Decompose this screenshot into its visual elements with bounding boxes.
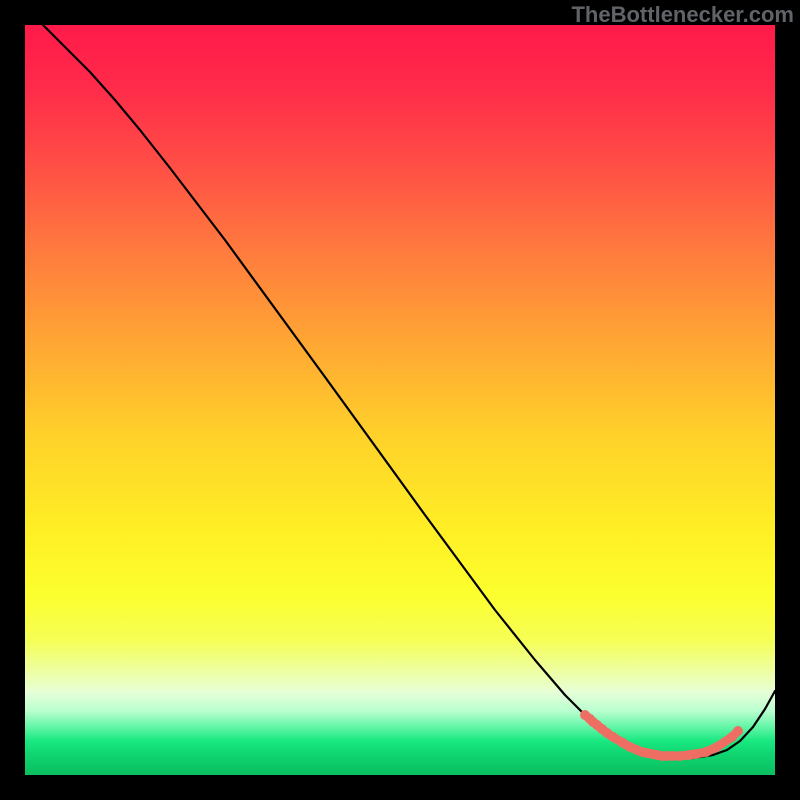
marker-dot — [691, 749, 701, 759]
chart-overlay — [25, 25, 775, 775]
plot-area — [25, 25, 775, 775]
curve-line — [43, 25, 775, 758]
marker-dot — [608, 732, 618, 742]
marker-dot — [701, 747, 711, 757]
marker-dot — [712, 742, 722, 752]
watermark-text: TheBottlenecker.com — [571, 2, 794, 28]
marker-dot — [733, 726, 743, 736]
marker-dot — [675, 751, 685, 761]
